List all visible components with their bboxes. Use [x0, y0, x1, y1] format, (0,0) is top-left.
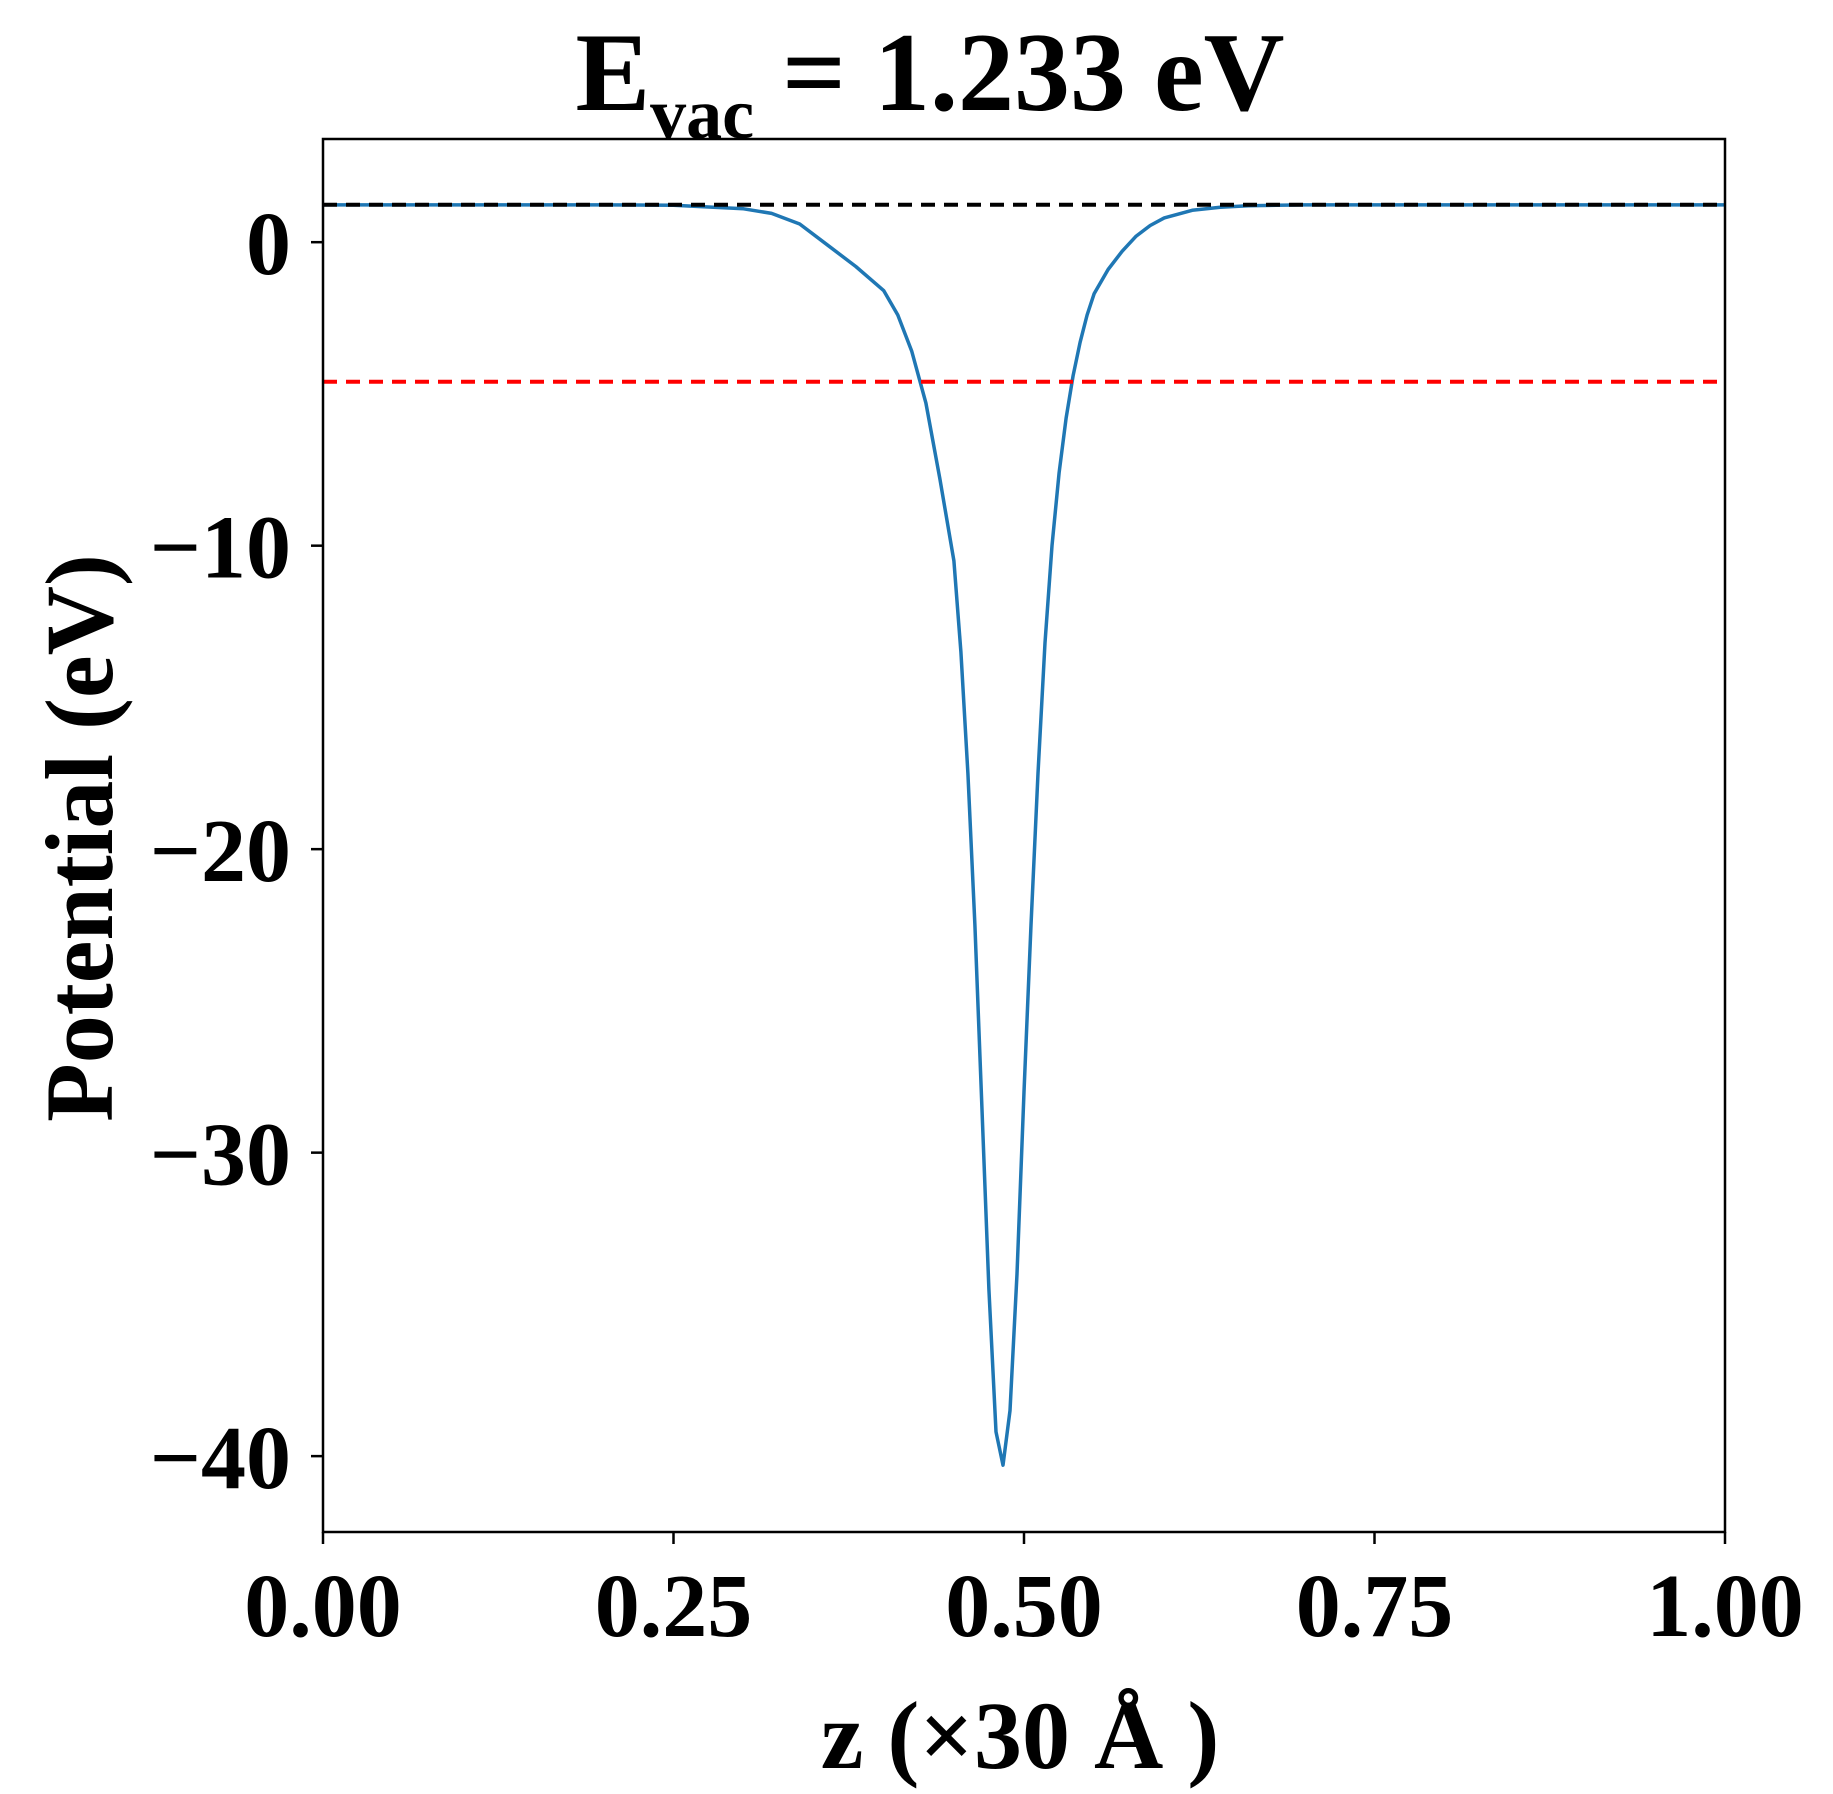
y-axis-label: Potential (eV): [26, 554, 133, 1122]
x-tick-label: 1.00: [1646, 1557, 1804, 1656]
series-layer: [323, 202, 1725, 1467]
y-tick-label: 0: [246, 195, 291, 294]
potential-curve: [323, 203, 1725, 1467]
x-axis-ticks: 0.00 0.25 0.50 0.75 1.00: [244, 1532, 1804, 1656]
chart-title: Evac = 1.233 eV: [575, 11, 1284, 154]
y-tick-label: −30: [150, 1106, 291, 1205]
x-tick-label: 0.50: [945, 1557, 1103, 1656]
axes-border: [321, 137, 1727, 1534]
y-axis-ticks: 0 −10 −20 −30 −40: [150, 195, 323, 1508]
x-tick-label: 0.25: [595, 1557, 753, 1656]
y-tick-label: −20: [150, 802, 291, 901]
y-tick-label: −40: [150, 1409, 291, 1508]
y-tick-label: −10: [150, 499, 291, 598]
x-tick-label: 0.00: [244, 1557, 402, 1656]
chart-title-rest: = 1.233 eV: [754, 11, 1284, 135]
plot-frame: [321, 137, 1727, 1534]
chart-title-subscript: vac: [650, 74, 754, 154]
x-axis-label: z (×30 Å ): [821, 1682, 1220, 1789]
chart-title-symbol: E: [575, 11, 650, 135]
x-tick-label: 0.75: [1296, 1557, 1454, 1656]
